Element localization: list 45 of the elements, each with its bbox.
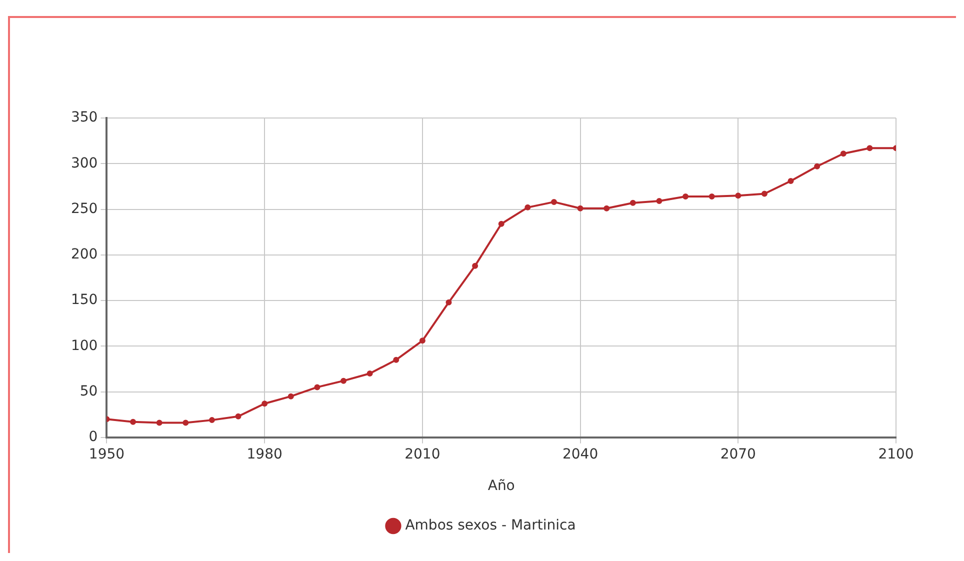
y-tick-label: 150 (70, 292, 98, 308)
point (866, 145, 873, 152)
x-tick-label: 2010 (404, 446, 440, 462)
point (182, 420, 189, 426)
point (156, 420, 162, 426)
y-tick-label: 50 (80, 383, 98, 400)
point (814, 163, 820, 170)
point (262, 400, 268, 407)
y-tick-label: 100 (70, 338, 98, 354)
y-tick-label: 350 (70, 110, 98, 126)
x-tick-label: 2070 (720, 446, 756, 462)
y-tick-label: 200 (70, 246, 98, 263)
point (630, 200, 636, 206)
point (235, 413, 242, 420)
point (419, 338, 426, 344)
point (761, 190, 768, 197)
point (524, 204, 531, 210)
y-tick-label: 250 (70, 200, 98, 217)
x-tick-label: 2100 (878, 446, 914, 462)
point (366, 370, 373, 377)
point (708, 193, 715, 200)
legend-label: Ambos sexos - Martinica (405, 518, 576, 534)
point (840, 150, 846, 157)
point (446, 299, 452, 306)
point (472, 262, 478, 269)
point (288, 393, 294, 400)
point (656, 198, 662, 204)
point (314, 384, 320, 390)
point (498, 220, 504, 227)
point (604, 205, 610, 212)
point (550, 198, 557, 205)
point (130, 418, 136, 425)
y-tick-label: 0 (88, 429, 98, 446)
x-tick-label: 1980 (246, 446, 282, 462)
point (682, 193, 689, 200)
x-tick-label: 2040 (562, 446, 598, 462)
point (340, 378, 347, 384)
point (788, 178, 794, 184)
point (393, 356, 400, 363)
x-axis-title: Año (488, 478, 515, 494)
x-tick-label: 1950 (88, 446, 125, 462)
point (208, 417, 215, 424)
point (735, 192, 742, 199)
y-tick-label: 300 (70, 155, 98, 172)
point (577, 205, 584, 212)
